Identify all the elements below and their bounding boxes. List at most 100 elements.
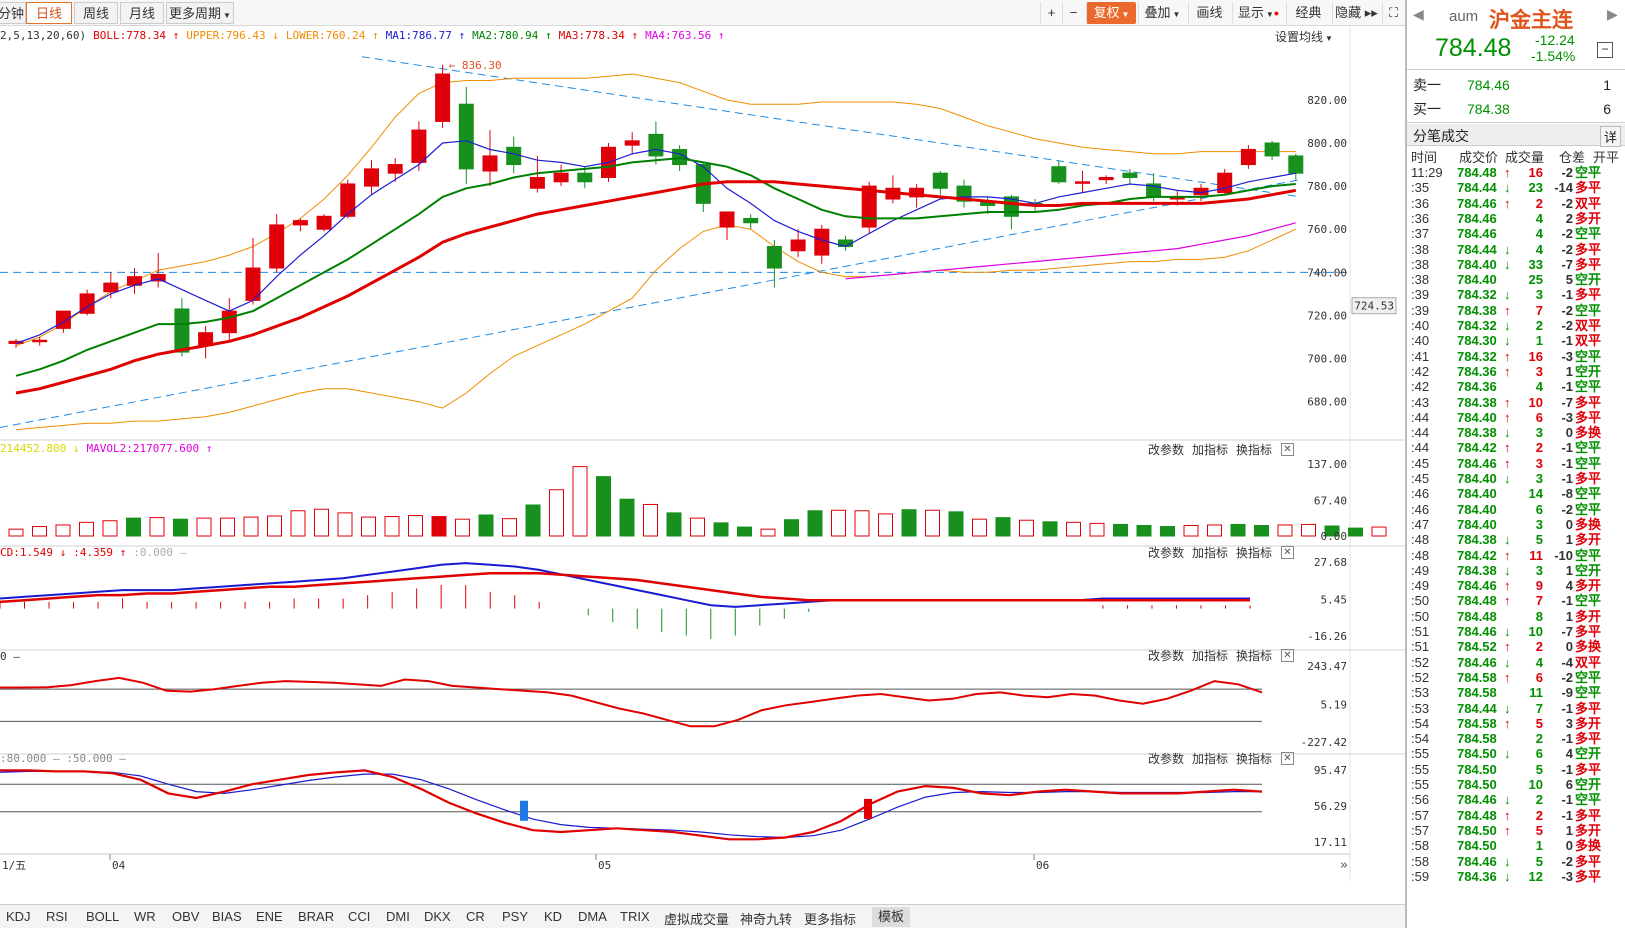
zoom-out-button[interactable]: − xyxy=(1062,2,1084,24)
tick-volume: 1 xyxy=(1535,333,1543,349)
add-indicator-button[interactable]: 加指标 xyxy=(1192,546,1229,560)
add-indicator-button[interactable]: 加指标 xyxy=(1192,443,1229,457)
tick-price: 784.40 xyxy=(1457,409,1497,425)
display-button[interactable]: 显示 ▼● xyxy=(1232,2,1284,24)
close-panel-icon[interactable]: ✕ xyxy=(1281,649,1294,662)
ask-price: 784.46 xyxy=(1467,77,1510,93)
period-tab-monthly[interactable]: 月线 xyxy=(120,2,164,24)
tick-oi-change: 1 xyxy=(1565,363,1573,379)
tick-title: 分笔成交 xyxy=(1413,128,1469,144)
overlay-button[interactable]: 叠加 ▼ xyxy=(1138,2,1186,24)
close-panel-icon[interactable]: ✕ xyxy=(1281,443,1294,456)
indicator-tab-16[interactable]: 虚拟成交量 xyxy=(664,912,730,927)
indicator-tab-11[interactable]: CR xyxy=(466,909,485,924)
indicator-tab-6[interactable]: ENE xyxy=(256,909,283,924)
indicator-tab-10[interactable]: DKX xyxy=(424,909,451,924)
hide-button[interactable]: 隐藏 ▸▸ xyxy=(1332,2,1380,24)
classic-button[interactable]: 经典 xyxy=(1286,2,1330,24)
ma1-line xyxy=(15,140,1296,345)
tick-open-close: 多平 xyxy=(1575,731,1602,747)
fullscreen-icon[interactable]: ⛶ xyxy=(1382,2,1404,24)
switch-indicator-button[interactable]: 换指标 xyxy=(1236,752,1273,766)
kd-legend: :80.000 — :50.000 — xyxy=(0,752,133,765)
tick-oi-change: -1 xyxy=(1561,455,1573,471)
candle-up xyxy=(553,172,569,183)
chart-area[interactable]: ← 836.30 137.00 67.40 0.00 27.68 5.45 -16.26… xyxy=(0,26,1405,904)
indicator-tab-9[interactable]: DMI xyxy=(386,909,410,924)
tick-time: :48 xyxy=(1411,532,1430,548)
kline-chart[interactable]: ← 836.30 137.00 67.40 0.00 27.68 5.45 -16.26… xyxy=(0,26,1405,904)
add-indicator-button[interactable]: 加指标 xyxy=(1192,752,1229,766)
main-legend-item: UPPER:796.43 ↓ xyxy=(186,29,279,42)
volume-bar-up xyxy=(455,518,470,537)
macd-dea-line xyxy=(0,571,1250,604)
indicator-tab-12[interactable]: PSY xyxy=(502,909,529,924)
cci-line xyxy=(0,676,1263,728)
tick-open-close: 空开 xyxy=(1575,272,1602,288)
tick-arrow-icon: ↓ xyxy=(1504,868,1511,884)
tick-row: :37 784.46 4 -2 空平 xyxy=(1407,226,1625,242)
indicator-tab-4[interactable]: OBV xyxy=(172,909,200,924)
volume-legend: 214452.800 ↓ MAVOL2:217077.600 ↑ xyxy=(0,442,219,455)
indicator-tab-15[interactable]: TRIX xyxy=(620,909,650,924)
tick-open-close: 多平 xyxy=(1575,287,1602,303)
switch-indicator-button[interactable]: 换指标 xyxy=(1236,546,1273,560)
candle-down xyxy=(1288,155,1304,174)
tick-price: 784.46 xyxy=(1457,654,1497,670)
adjust-rights-button[interactable]: 复权 ▼ xyxy=(1086,2,1136,24)
zoom-in-button[interactable]: + xyxy=(1040,2,1062,24)
tick-price: 784.46 xyxy=(1457,226,1497,242)
edit-params-button[interactable]: 改参数 xyxy=(1148,443,1185,457)
indicator-tab-18[interactable]: 更多指标 xyxy=(804,912,857,927)
indicator-tab-17[interactable]: 神奇九转 xyxy=(740,912,793,927)
prev-contract-icon[interactable]: ◀ xyxy=(1413,6,1424,22)
period-tab-weekly[interactable]: 周线 xyxy=(74,2,118,24)
tick-row: :55 784.50 ↓ 6 4 空开 xyxy=(1407,746,1625,762)
indicator-tab-5[interactable]: BIAS xyxy=(212,909,242,924)
close-panel-icon[interactable]: ✕ xyxy=(1281,752,1294,765)
tick-time: :38 xyxy=(1411,241,1430,257)
candle-up xyxy=(435,73,451,122)
tick-oi-change: -1 xyxy=(1561,731,1573,747)
indicator-tab-2[interactable]: BOLL xyxy=(86,909,120,924)
indicator-tab-1[interactable]: RSI xyxy=(46,909,68,924)
switch-indicator-button[interactable]: 换指标 xyxy=(1236,443,1273,457)
set-ma-button[interactable]: 设置均线 ▼ xyxy=(1275,28,1333,45)
tick-volume: 2 xyxy=(1535,639,1543,655)
period-tab-daily[interactable]: 日线 xyxy=(26,2,72,24)
edit-params-button[interactable]: 改参数 xyxy=(1148,649,1185,663)
edit-params-button[interactable]: 改参数 xyxy=(1148,546,1185,560)
add-indicator-button[interactable]: 加指标 xyxy=(1192,649,1229,663)
indicator-tab-19[interactable]: 模板 xyxy=(872,907,911,927)
period-tab-more[interactable]: 更多周期 ▼ xyxy=(166,2,234,24)
tick-time: :36 xyxy=(1411,195,1430,211)
tick-time: :58 xyxy=(1411,853,1430,869)
tick-detail-button[interactable]: 详 xyxy=(1599,126,1621,147)
tick-open-close: 多开 xyxy=(1575,210,1602,226)
date-tick-label: 04 xyxy=(112,859,126,872)
tick-open-close: 多平 xyxy=(1575,241,1602,257)
current-price-tag-bg xyxy=(1351,297,1397,315)
tick-oi-change: -1 xyxy=(1561,471,1573,486)
close-panel-icon[interactable]: ✕ xyxy=(1281,546,1294,559)
tick-arrow-icon: ↑ xyxy=(1504,440,1511,456)
col-oi-change: 仓差 xyxy=(1559,150,1586,165)
edit-params-button[interactable]: 改参数 xyxy=(1148,752,1185,766)
draw-line-button[interactable]: 画线 xyxy=(1188,2,1230,24)
tick-row: :54 784.58 ↑ 5 3 多开 xyxy=(1407,716,1625,732)
switch-indicator-button[interactable]: 换指标 xyxy=(1236,649,1273,663)
indicator-tab-0[interactable]: KDJ xyxy=(6,909,31,924)
indicator-tab-7[interactable]: BRAR xyxy=(298,909,335,924)
indicator-tab-14[interactable]: DMA xyxy=(578,909,607,924)
indicator-tab-8[interactable]: CCI xyxy=(348,909,371,924)
tick-arrow-icon: ↑ xyxy=(1504,195,1511,211)
indicator-tab-3[interactable]: WR xyxy=(134,909,156,924)
collapse-icon[interactable]: − xyxy=(1597,42,1613,58)
tick-arrow-icon: ↓ xyxy=(1504,333,1511,349)
tick-open-close: 空平 xyxy=(1575,455,1602,471)
period-tab-minute[interactable]: 分钟 xyxy=(0,2,26,24)
next-contract-icon[interactable]: ▶ xyxy=(1607,6,1618,22)
tick-volume: 16 xyxy=(1528,348,1543,364)
indicator-tab-13[interactable]: KD xyxy=(544,909,563,924)
tick-volume: 7 xyxy=(1535,700,1543,716)
